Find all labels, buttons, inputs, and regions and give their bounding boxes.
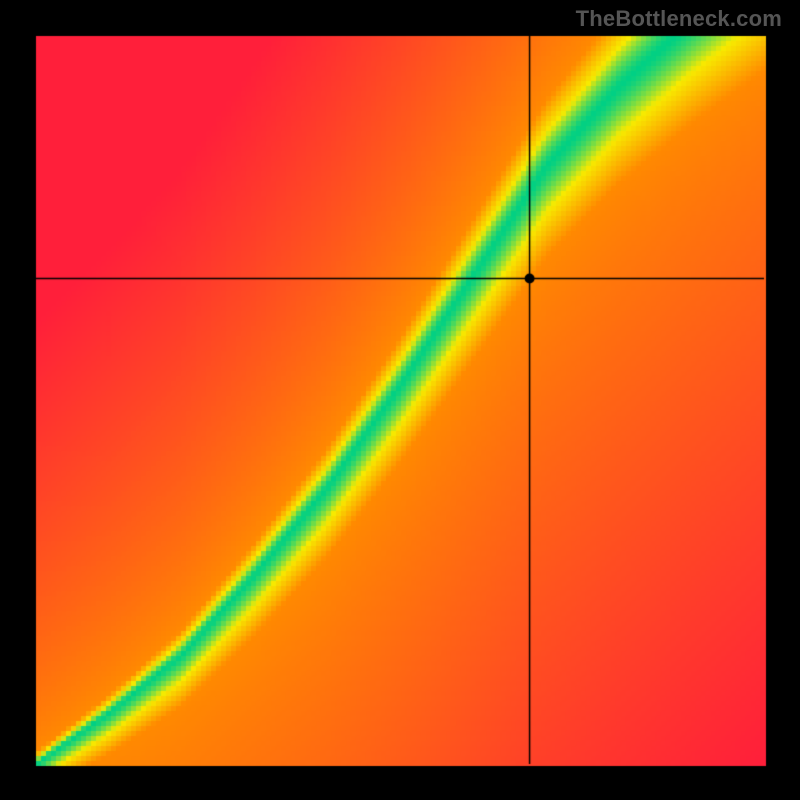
chart-container: TheBottleneck.com xyxy=(0,0,800,800)
watermark-text: TheBottleneck.com xyxy=(576,6,782,32)
bottleneck-heatmap xyxy=(0,0,800,800)
